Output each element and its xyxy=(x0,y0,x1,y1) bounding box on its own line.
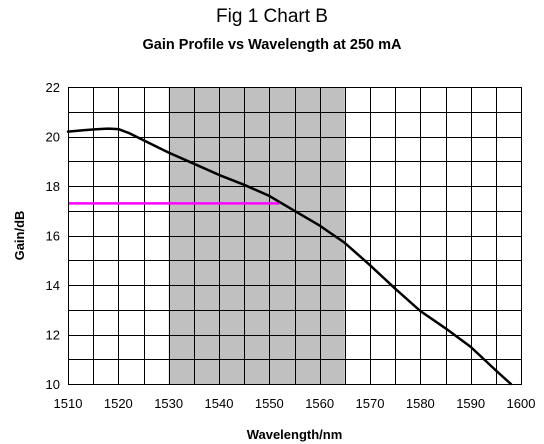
plot-frame xyxy=(68,87,522,385)
x-tick-label: 1510 xyxy=(54,396,83,411)
y-tick-label: 16 xyxy=(46,229,60,244)
chart-title: Gain Profile vs Wavelength at 250 mA xyxy=(142,37,402,53)
y-tick-label: 20 xyxy=(46,130,60,145)
y-tick-label: 12 xyxy=(46,328,60,343)
y-tick-label: 14 xyxy=(46,278,60,293)
band-layer xyxy=(168,87,345,384)
x-tick-label: 1560 xyxy=(305,396,334,411)
x-tick-label: 1530 xyxy=(154,396,183,411)
x-tick-label: 1540 xyxy=(205,396,234,411)
y-tick-label: 22 xyxy=(46,80,60,95)
x-tick-label: 1550 xyxy=(255,396,284,411)
x-tick-label: 1590 xyxy=(456,396,485,411)
x-tick-label: 1580 xyxy=(406,396,435,411)
shaded-band xyxy=(168,87,345,384)
figure-title: Fig 1 Chart B xyxy=(216,6,328,27)
tick-label-layer: 1510 1520 1530 1540 1550 1560 1570 1580 1590 1600… xyxy=(46,80,536,411)
y-axis-label: Gain/dB xyxy=(12,211,27,261)
gain-curve xyxy=(66,127,513,386)
y-tick-label: 10 xyxy=(46,377,60,392)
x-axis-label: Wavelength/nm xyxy=(247,427,343,442)
series-layer xyxy=(66,127,513,386)
x-tick-label: 1570 xyxy=(356,396,385,411)
y-tick-label: 18 xyxy=(46,179,60,194)
x-tick-label: 1600 xyxy=(507,396,536,411)
x-tick-label: 1520 xyxy=(104,396,133,411)
